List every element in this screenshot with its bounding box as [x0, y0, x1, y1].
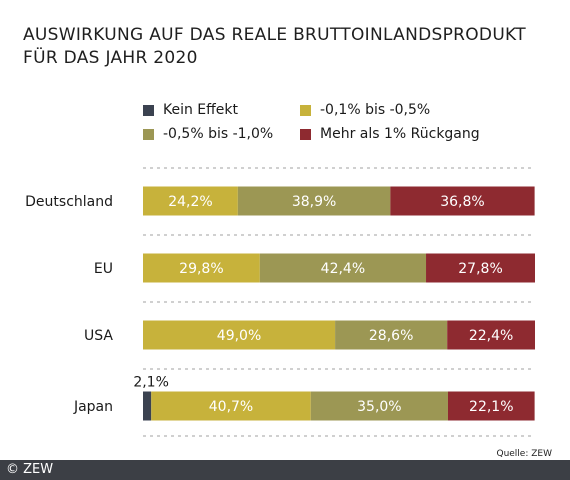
legend-item-01-05: -0,1% bis -0,5%	[300, 102, 430, 118]
credit-text: © ZEW	[6, 462, 54, 477]
chart-title-line-1: AUSWIRKUNG AUF DAS REALE BRUTTOINLANDSPR…	[23, 25, 526, 45]
bar-segment	[143, 186, 238, 216]
data-label: 42,4%	[321, 261, 365, 277]
legend-swatch	[143, 104, 154, 116]
bar-segment	[143, 320, 336, 350]
data-label: 35,0%	[357, 399, 401, 415]
bar-segment	[151, 391, 311, 421]
legend-label: Kein Effekt	[163, 102, 239, 118]
bar-segment	[143, 391, 152, 421]
legend-item-mehr-als-1: Mehr als 1% Rückgang	[300, 126, 480, 142]
chart-legend: Kein Effekt -0,1% bis -0,5% -0,5% bis -1…	[143, 102, 543, 146]
bar-segment	[390, 186, 535, 216]
legend-swatch	[143, 128, 154, 140]
data-label: 22,4%	[469, 328, 513, 344]
chart-title: AUSWIRKUNG AUF DAS REALE BRUTTOINLANDSPR…	[23, 24, 553, 70]
chart-title-line-2: FÜR DAS JAHR 2020	[23, 48, 198, 68]
legend-swatch	[300, 104, 311, 116]
legend-swatch	[300, 128, 311, 140]
data-label: 40,7%	[209, 399, 253, 415]
legend-label: Mehr als 1% Rückgang	[320, 126, 480, 142]
data-label: 49,0%	[217, 328, 261, 344]
category-label: Japan	[73, 399, 113, 415]
bar-segment	[237, 186, 391, 216]
data-label: 28,6%	[369, 328, 413, 344]
bar-segment	[426, 253, 535, 283]
data-label: 24,2%	[168, 194, 212, 210]
bar-segment	[447, 391, 535, 421]
source-note: Quelle: ZEW	[496, 449, 552, 459]
data-label: 38,9%	[292, 194, 336, 210]
legend-label: -0,5% bis -1,0%	[163, 126, 274, 142]
credit-bar: © ZEW	[0, 460, 570, 480]
bar-segment	[447, 320, 535, 350]
legend-item-05-10: -0,5% bis -1,0%	[143, 126, 273, 142]
category-label: Deutschland	[25, 194, 113, 210]
category-label: USA	[84, 328, 113, 344]
data-label: 36,8%	[440, 194, 484, 210]
data-label: 2,1%	[133, 375, 169, 391]
bar-segment	[335, 320, 448, 350]
data-label: 27,8%	[458, 261, 502, 277]
bar-segment	[143, 253, 260, 283]
bar-chart: Deutschland 24,2% 38,9% 36,8% EU 29,8% 42,4% 27…	[25, 167, 535, 437]
data-label: 29,8%	[179, 261, 223, 277]
bar-segment	[310, 391, 448, 421]
category-label: EU	[94, 261, 113, 277]
bar-segment	[259, 253, 427, 283]
legend-label: -0,1% bis -0,5%	[320, 102, 431, 118]
data-label: 22,1%	[469, 399, 513, 415]
legend-item-kein-effekt: Kein Effekt	[143, 102, 238, 118]
